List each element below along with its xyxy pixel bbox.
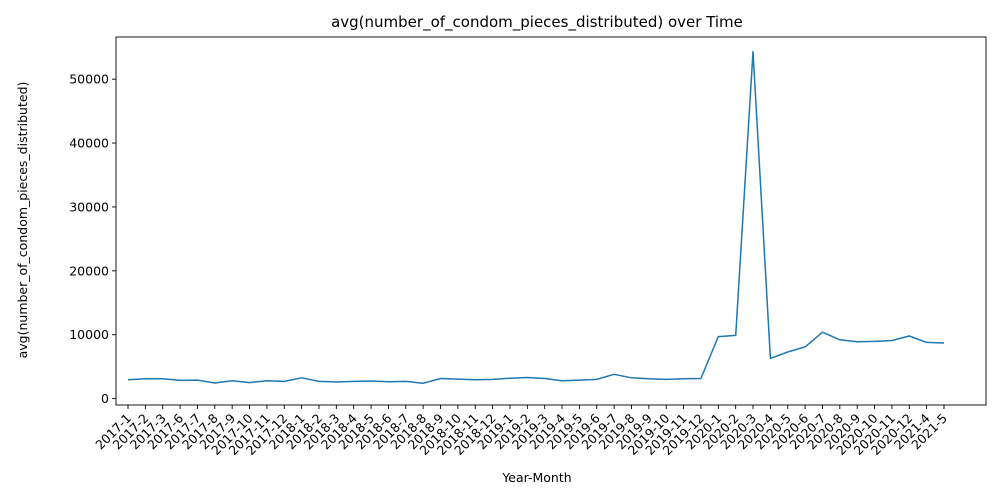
y-tick-label: 40000 — [69, 136, 109, 151]
y-tick-label: 50000 — [69, 72, 109, 87]
chart-title: avg(number_of_condom_pieces_distributed)… — [331, 13, 743, 32]
series-line — [127, 50, 945, 385]
plot-frame — [115, 36, 987, 406]
plot-area: 010000200003000040000500002017-12017-220… — [69, 36, 987, 458]
y-tick-label: 10000 — [69, 327, 109, 342]
y-tick-label: 30000 — [69, 199, 109, 214]
x-axis-title: Year-Month — [501, 470, 571, 485]
y-axis-title: avg(number_of_condom_pieces_distributed) — [15, 82, 30, 359]
y-tick-label: 20000 — [69, 263, 109, 278]
y-tick-label: 0 — [101, 391, 109, 406]
